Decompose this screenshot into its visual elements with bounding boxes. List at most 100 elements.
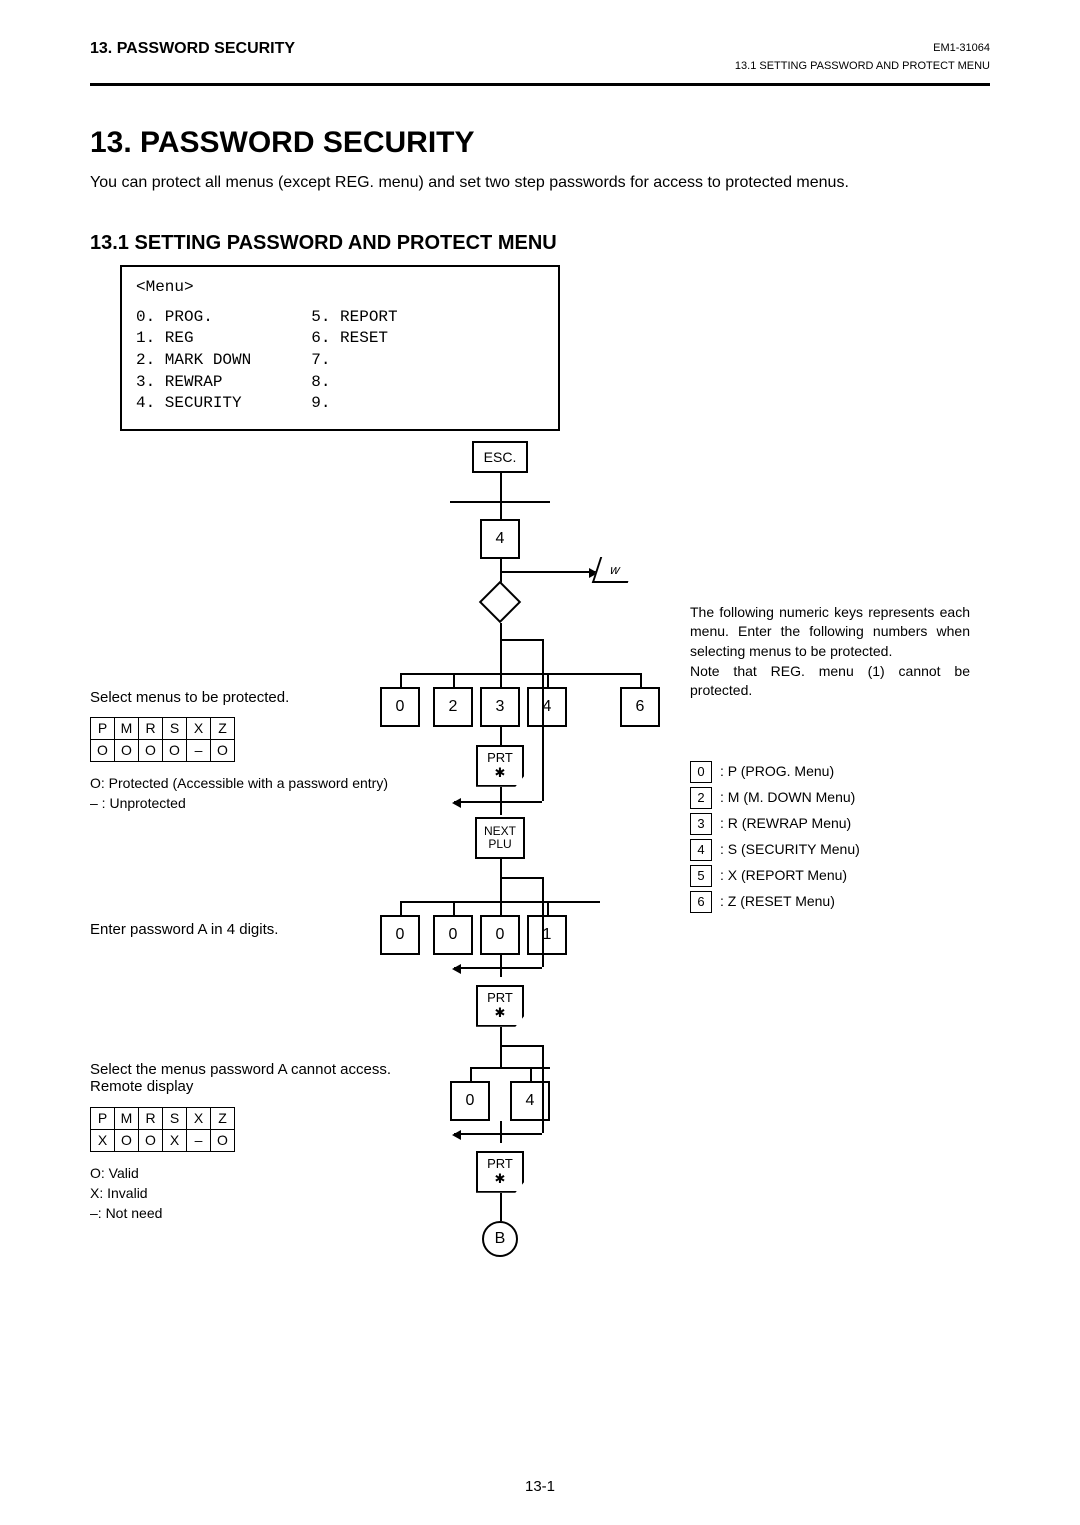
- t2r: X: [163, 1129, 187, 1151]
- key-legend-0: 0 : P (PROG. Menu): [690, 761, 860, 783]
- flow-line: [453, 673, 455, 687]
- flow-line: [500, 473, 502, 501]
- menu-col-2: 5. REPORT 6. RESET 7. 8. 9.: [311, 307, 397, 415]
- key-legend-text: : M (M. DOWN Menu): [720, 787, 855, 808]
- flow-line: [500, 901, 502, 915]
- key-row1-1: 2: [433, 687, 473, 727]
- section-title: 13.1 SETTING PASSWORD AND PROTECT MENU: [90, 232, 990, 255]
- key-rowA-0: 0: [380, 915, 420, 955]
- key-4: 4: [480, 519, 520, 559]
- t2r: X: [91, 1129, 115, 1151]
- t1h: M: [115, 717, 139, 739]
- table-access: P M R S X Z X O O X – O: [90, 1107, 235, 1152]
- key-legend-text: : X (REPORT Menu): [720, 865, 847, 886]
- label-enter-pwd: Enter password A in 4 digits.: [90, 921, 278, 938]
- flow-line: [500, 859, 502, 901]
- t1r: O: [91, 739, 115, 761]
- page-number: 13-1: [0, 1478, 1080, 1495]
- key-row1-3: 4: [527, 687, 567, 727]
- t1r: O: [163, 739, 187, 761]
- flow-line: [500, 1027, 502, 1067]
- t2r: O: [115, 1129, 139, 1151]
- header-sub: 13.1 SETTING PASSWORD AND PROTECT MENU: [735, 58, 990, 76]
- key-rowA-3: 1: [527, 915, 567, 955]
- flow-line: [542, 1045, 544, 1133]
- t2r: –: [187, 1129, 211, 1151]
- t2h: M: [115, 1107, 139, 1129]
- chapter-title: 13. PASSWORD SECURITY: [90, 126, 990, 160]
- t1r: O: [211, 739, 235, 761]
- flow-line: [500, 623, 502, 673]
- flow-line: [470, 1067, 472, 1081]
- flow-line: [400, 901, 402, 915]
- label-select-protect: Select menus to be protected.: [90, 689, 289, 706]
- key-legend-2: 2: M (M. DOWN Menu): [690, 787, 860, 809]
- key-prt-1: PRT ✱: [476, 745, 524, 787]
- node-b: B: [482, 1221, 518, 1257]
- flow-line: [542, 877, 544, 967]
- header-code: EM1-31064: [735, 40, 990, 58]
- flow-arrow: [454, 801, 542, 803]
- t1r: O: [139, 739, 163, 761]
- key-prt-2: PRT ✱: [476, 985, 524, 1027]
- key-prt-3: PRT ✱: [476, 1151, 524, 1193]
- key-legend-6: 6: Z (RESET Menu): [690, 891, 860, 913]
- flow-line: [500, 877, 544, 879]
- key-rowB-0: 0: [450, 1081, 490, 1121]
- t1h: S: [163, 717, 187, 739]
- label-cannot-access: Select the menus password A cannot acces…: [90, 1061, 391, 1095]
- menu-col-1: 0. PROG. 1. REG 2. MARK DOWN 3. REWRAP 4…: [136, 307, 251, 415]
- legend-unprotected: – : Unprotected: [90, 795, 186, 811]
- flow-line: [500, 639, 544, 641]
- flow-line: [500, 673, 502, 687]
- table-protect: P M R S X Z O O O O – O: [90, 717, 235, 762]
- flow-line: [400, 673, 640, 675]
- t1h: R: [139, 717, 163, 739]
- flow-arrow: [454, 1133, 542, 1135]
- t1r: O: [115, 739, 139, 761]
- key-row1-2: 3: [480, 687, 520, 727]
- key-legend-text: : R (REWRAP Menu): [720, 813, 851, 834]
- diamond-icon: [479, 581, 521, 623]
- mini-key: 0: [690, 761, 712, 783]
- mini-key: 5: [690, 865, 712, 887]
- flow-arrow: [454, 967, 542, 969]
- t1h: P: [91, 717, 115, 739]
- t2h: S: [163, 1107, 187, 1129]
- key-legend-text: : P (PROG. Menu): [720, 761, 834, 782]
- legend-invalid: X: Invalid: [90, 1185, 148, 1201]
- flow-line: [453, 901, 455, 915]
- mini-key: 4: [690, 839, 712, 861]
- right-paragraph-text: The following numeric keys represents ea…: [690, 604, 970, 698]
- flow-line: [547, 901, 549, 915]
- header-left: 13. PASSWORD SECURITY: [90, 40, 295, 58]
- flow-line: [530, 1067, 532, 1081]
- key-rowA-2: 0: [480, 915, 520, 955]
- t2h: R: [139, 1107, 163, 1129]
- flow-line: [500, 501, 502, 519]
- t1r: –: [187, 739, 211, 761]
- flow-line: [470, 1067, 550, 1069]
- mini-key: 3: [690, 813, 712, 835]
- header-right: EM1-31064 13.1 SETTING PASSWORD AND PROT…: [735, 40, 990, 75]
- key-esc: ESC.: [472, 441, 528, 473]
- flow-line: [500, 1193, 502, 1221]
- menu-heading: <Menu>: [136, 277, 544, 299]
- key-row1-4: 6: [620, 687, 660, 727]
- t2h: X: [187, 1107, 211, 1129]
- flow-line: [542, 639, 544, 801]
- flow-line: [500, 727, 502, 745]
- t1h: X: [187, 717, 211, 739]
- key-legend-text: : Z (RESET Menu): [720, 891, 835, 912]
- t2r: O: [139, 1129, 163, 1151]
- intro-text: You can protect all menus (except REG. m…: [90, 174, 990, 192]
- key-legend-text: : S (SECURITY Menu): [720, 839, 860, 860]
- flow-line: [547, 673, 549, 687]
- note-w: w: [592, 557, 636, 583]
- flow-line: [500, 955, 502, 977]
- flow-line: [500, 1045, 544, 1047]
- right-paragraph: The following numeric keys represents ea…: [690, 603, 970, 701]
- t2r: O: [211, 1129, 235, 1151]
- key-legend-5: 5 : X (REPORT Menu): [690, 865, 860, 887]
- flow-diagram: ESC. 4 w 0 2 3 4 6 PRT ✱ NEXT PLU 0 0 0 …: [120, 431, 990, 1331]
